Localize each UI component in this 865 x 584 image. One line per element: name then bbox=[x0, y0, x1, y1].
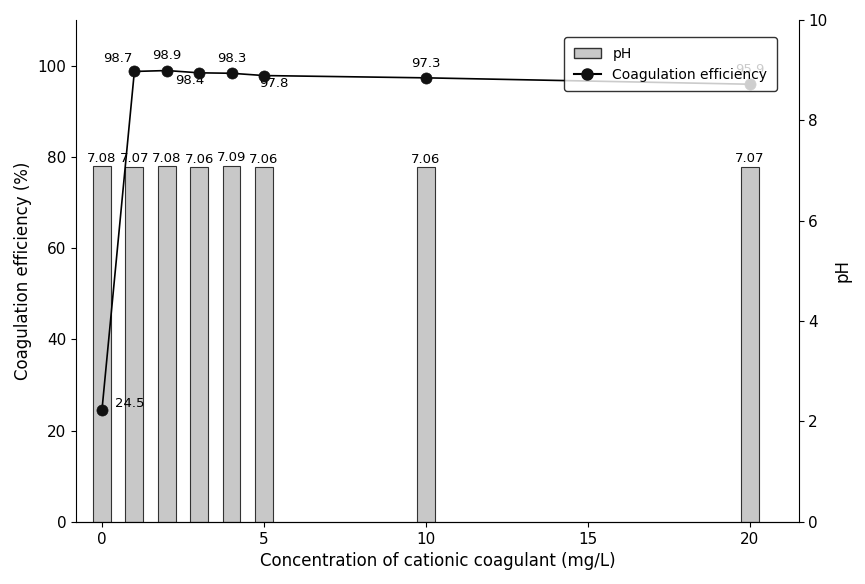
Text: 7.08: 7.08 bbox=[152, 152, 182, 165]
Legend: pH, Coagulation efficiency: pH, Coagulation efficiency bbox=[564, 37, 777, 91]
Text: 7.07: 7.07 bbox=[735, 152, 765, 165]
Bar bbox=[93, 166, 111, 522]
Text: 7.06: 7.06 bbox=[184, 152, 214, 166]
Text: 97.3: 97.3 bbox=[411, 57, 441, 69]
Bar bbox=[417, 168, 435, 522]
Bar bbox=[190, 168, 208, 522]
Text: 98.4: 98.4 bbox=[175, 74, 204, 88]
X-axis label: Concentration of cationic coagulant (mg/L): Concentration of cationic coagulant (mg/… bbox=[260, 552, 615, 570]
Bar bbox=[157, 166, 176, 522]
Bar bbox=[222, 166, 240, 522]
Text: 7.09: 7.09 bbox=[217, 151, 247, 164]
Text: 7.06: 7.06 bbox=[249, 152, 279, 166]
Text: 7.06: 7.06 bbox=[411, 152, 440, 166]
Y-axis label: Coagulation efficiency (%): Coagulation efficiency (%) bbox=[14, 162, 32, 380]
Text: 7.08: 7.08 bbox=[87, 152, 117, 165]
Text: 98.7: 98.7 bbox=[104, 51, 133, 65]
Text: 97.8: 97.8 bbox=[259, 77, 288, 90]
Bar bbox=[255, 168, 272, 522]
Text: 24.5: 24.5 bbox=[115, 397, 144, 410]
Y-axis label: pH: pH bbox=[833, 259, 851, 282]
Bar bbox=[125, 167, 144, 522]
Bar bbox=[741, 167, 759, 522]
Text: 98.9: 98.9 bbox=[152, 49, 182, 62]
Text: 7.07: 7.07 bbox=[119, 152, 149, 165]
Text: 98.3: 98.3 bbox=[217, 52, 247, 65]
Text: 95.9: 95.9 bbox=[735, 63, 765, 76]
